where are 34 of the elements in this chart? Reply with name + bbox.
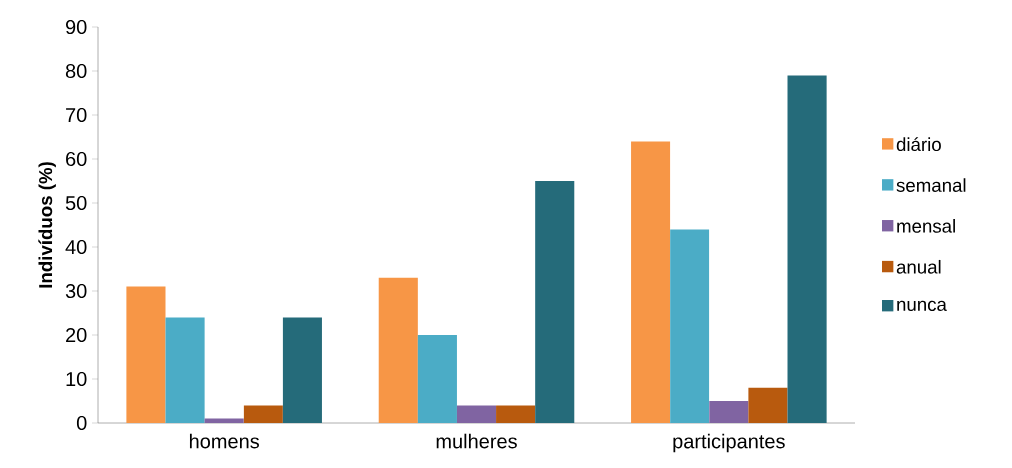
x-tick-label: homens: [189, 433, 259, 449]
bar: [456, 405, 497, 423]
bar: [631, 141, 671, 423]
x-tick-label: participantes: [673, 433, 785, 453]
bar: [378, 277, 418, 423]
legend-label: anual: [896, 259, 941, 274]
legend-label: mensal: [897, 219, 955, 233]
y-tick-label: 0: [76, 415, 87, 431]
bar: [282, 317, 322, 423]
bar: [417, 335, 457, 423]
bar: [204, 418, 244, 423]
y-tick-label: 80: [65, 63, 87, 79]
bar: [535, 181, 575, 423]
y-axis-title: Indivíduos (%): [38, 162, 56, 288]
y-tick-label: 10: [66, 371, 87, 387]
x-tick-label: mulheres: [436, 433, 517, 449]
y-tick-label: 90: [65, 19, 87, 35]
bar: [709, 401, 749, 423]
y-tick-label: 70: [66, 107, 87, 123]
bar: [243, 405, 283, 423]
bar: [496, 405, 536, 423]
y-tick-label: 50: [65, 195, 87, 211]
bar: [670, 229, 710, 423]
y-tick-label: 20: [66, 327, 87, 343]
y-tick-label: 40: [65, 239, 87, 255]
bar: [748, 387, 788, 423]
legend-label: diário: [896, 137, 941, 152]
y-tick-label: 30: [65, 283, 87, 299]
bar: [165, 317, 205, 423]
legend-label: semanal: [896, 178, 966, 192]
y-tick-label: 60: [66, 151, 87, 167]
bar: [787, 75, 827, 423]
legend-label: nunca: [897, 300, 947, 312]
bar: [126, 286, 166, 423]
